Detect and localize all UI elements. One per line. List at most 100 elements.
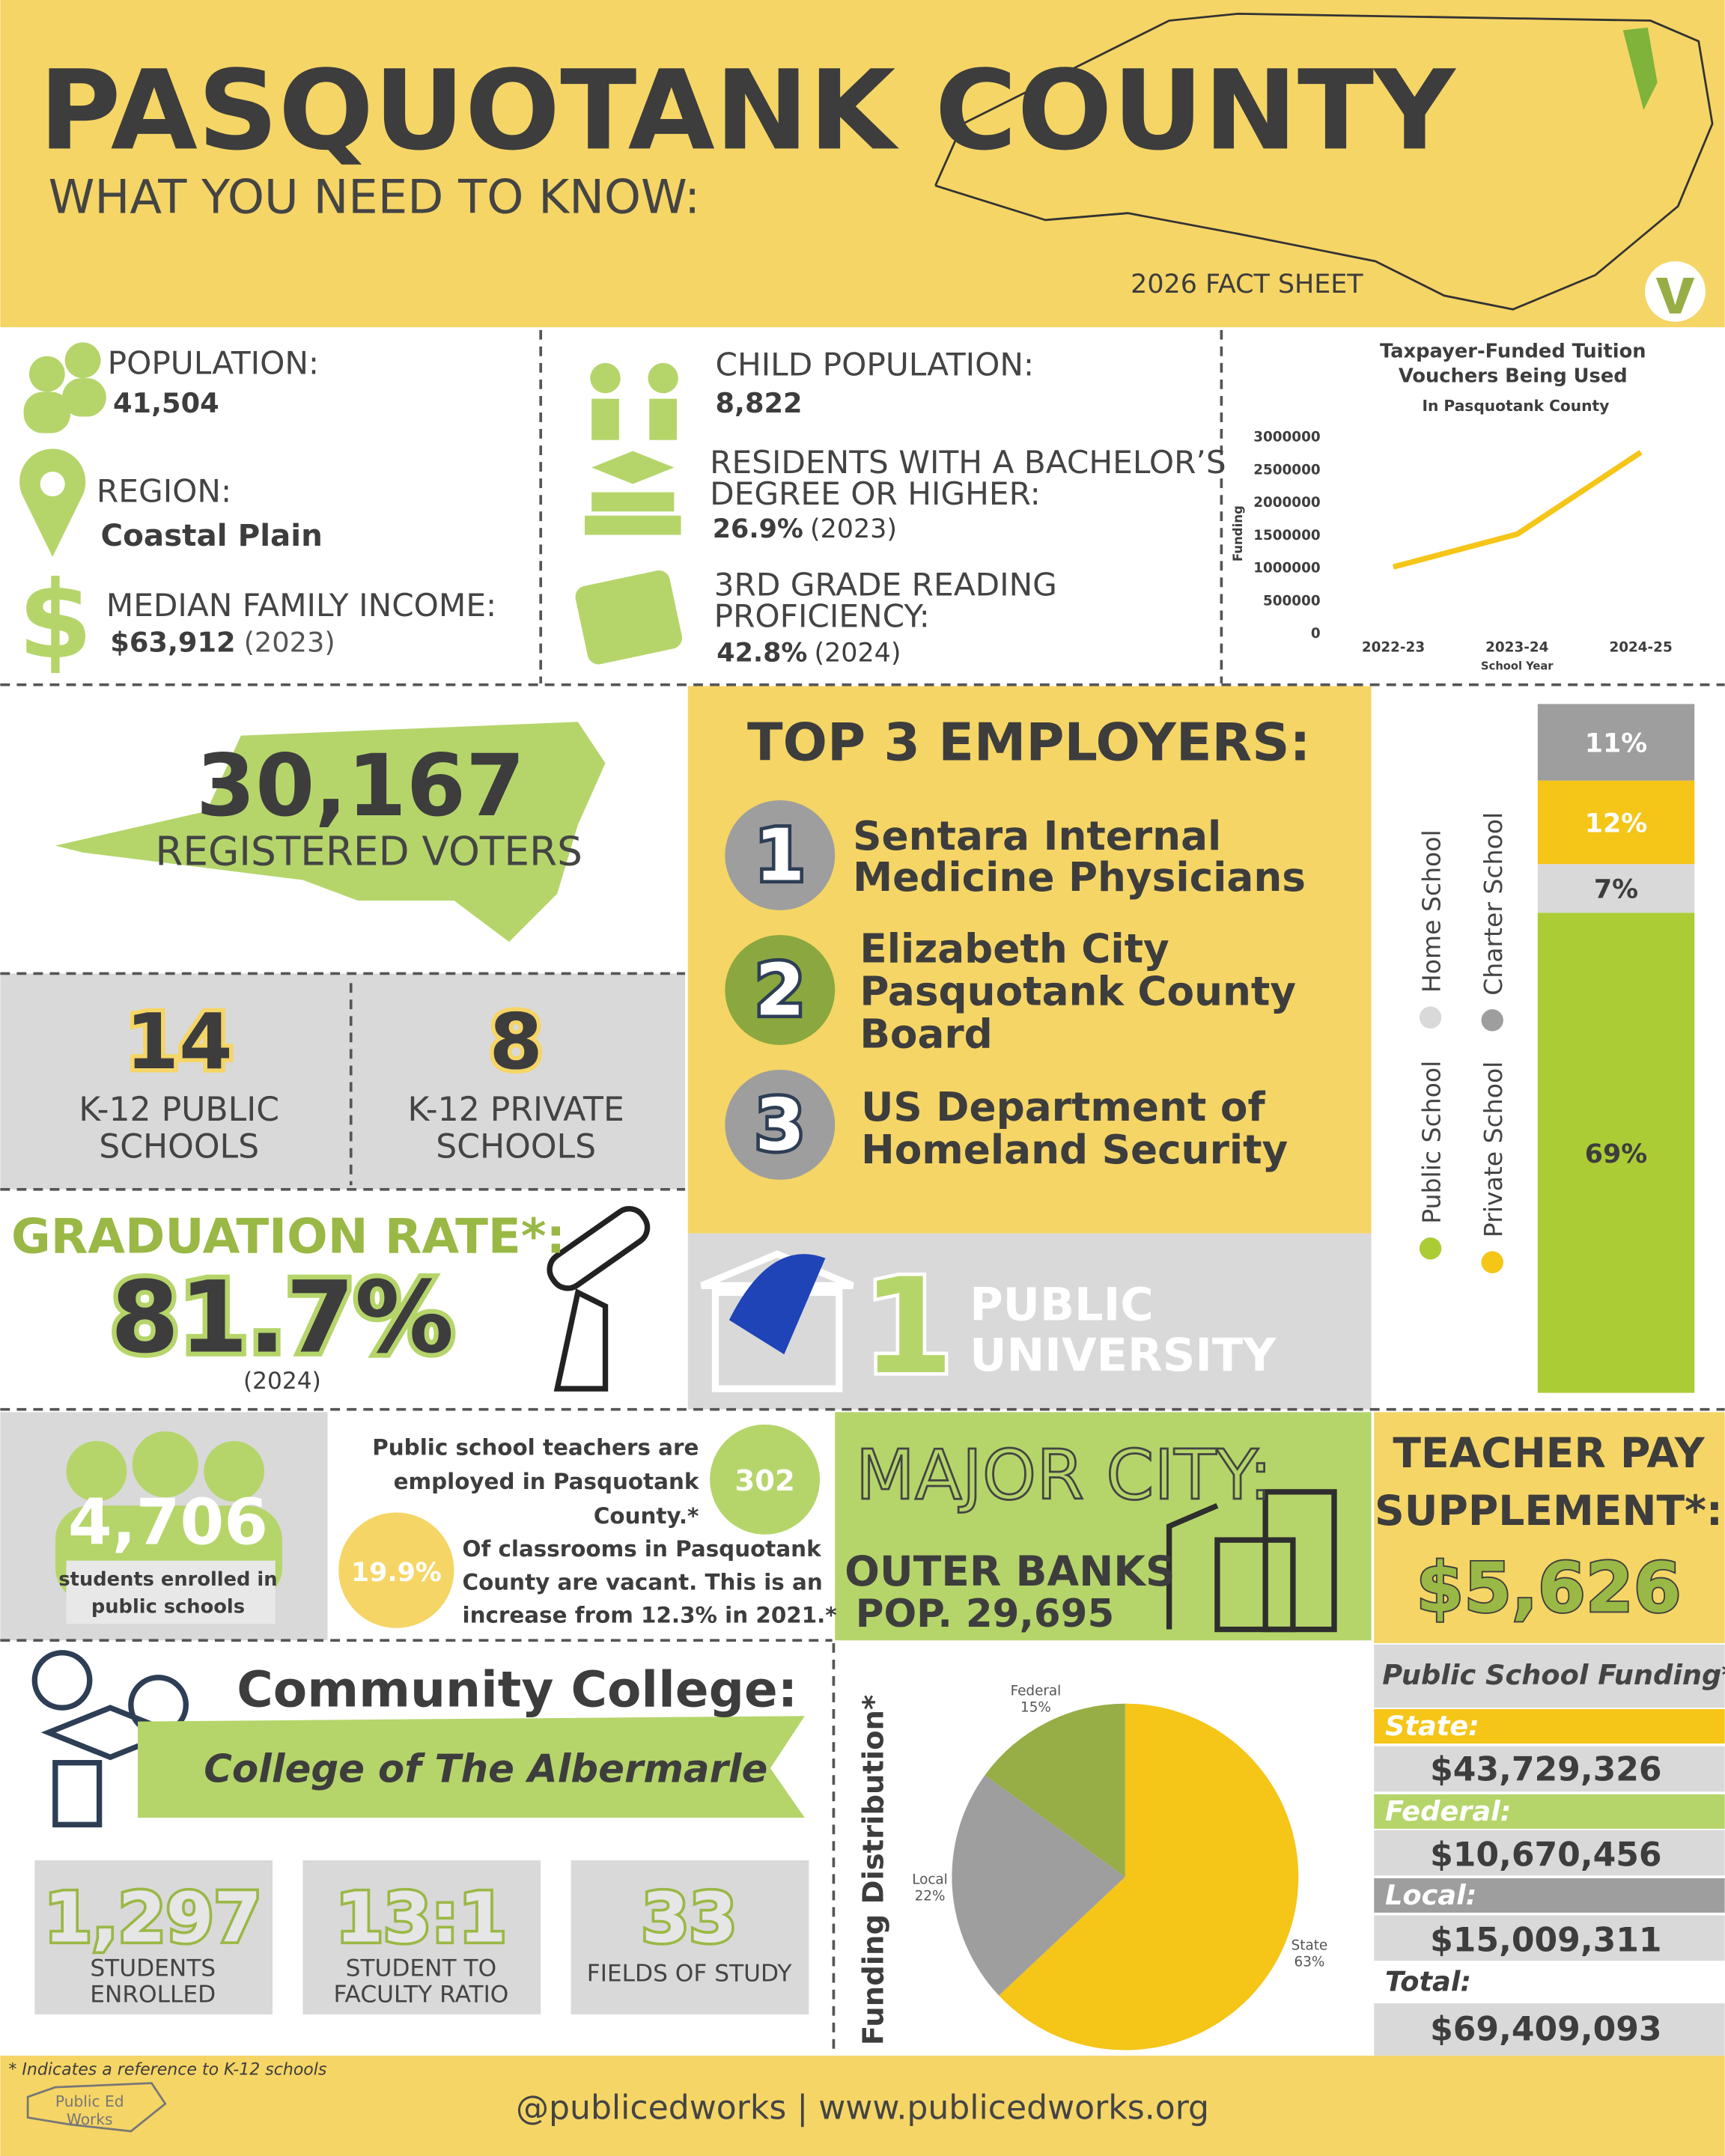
stat-value: 1,297 [44, 1878, 261, 1958]
stat-value: 14 [126, 998, 233, 1087]
legend-label: Private School [1479, 1062, 1508, 1237]
title: PASQUOTANK COUNTY [39, 46, 1456, 174]
city-title: MAJOR CITY: [856, 1435, 1273, 1515]
icon-people [62, 378, 106, 417]
fact-value: Coastal Plain [100, 517, 322, 553]
legend-label: Charter School [1479, 812, 1508, 996]
stat-value: 30,167 [196, 736, 525, 835]
university-label: PUBLIC [970, 1279, 1154, 1331]
icon-buildings [1166, 1489, 1337, 1633]
footer-logo-text: Works [67, 2110, 113, 2128]
employer-name: Homeland Security [861, 1127, 1288, 1173]
footer-links: @publicedworks | www.publicedworks.org [516, 2089, 1209, 2127]
icon-books [584, 515, 681, 535]
badge [338, 1512, 454, 1628]
stat-label: students enrolled in [58, 1568, 277, 1591]
city-population: POP. 29,695 [856, 1592, 1114, 1636]
stat-label: FIELDS OF STUDY [587, 1961, 793, 1988]
bar-segment [1537, 780, 1695, 865]
icon-child [591, 398, 619, 440]
fact-label: 3RD GRADE READING [714, 566, 1057, 603]
bar-segment [1537, 704, 1695, 781]
vacancy-text: County are vacant. This is an [463, 1569, 823, 1595]
fact-label: PROFICIENCY: [714, 598, 930, 635]
slice-label: Federal [1011, 1684, 1062, 1699]
y-tick-label: 1500000 [1253, 528, 1320, 543]
teacher-text: employed in Pasquotank [394, 1469, 700, 1494]
value-bg [1374, 2003, 1725, 2056]
icon-diploma [547, 1206, 651, 1392]
rank: 3 [755, 1083, 805, 1167]
fact-label: DEGREE OR HIGHER: [710, 475, 1041, 512]
city-bg [835, 1412, 1372, 1641]
y-tick-label: 2000000 [1253, 495, 1320, 511]
funding-label: Local: [1385, 1879, 1476, 1911]
icon-child [649, 398, 678, 440]
pie-slice [985, 1703, 1125, 1878]
icon-cap [591, 451, 675, 484]
chart-title: Taxpayer-Funded Tuition [1380, 341, 1646, 363]
fact-label: REGION: [97, 472, 231, 509]
x-tick-label: 2023-24 [1485, 640, 1548, 656]
footnote: * Indicates a reference to K-12 schools [8, 2061, 327, 2080]
funding-label: Total: [1385, 1966, 1471, 1998]
pay-title: TEACHER PAY [1393, 1429, 1705, 1477]
legend-label: Home School [1417, 829, 1446, 993]
stat-label: STUDENTS [90, 1955, 216, 1982]
county-highlight [1622, 27, 1658, 110]
fact-label: CHILD POPULATION: [715, 346, 1034, 383]
logo [1645, 261, 1706, 322]
funding-value: $43,729,326 [1430, 1751, 1662, 1789]
segment-label: 69% [1585, 1139, 1647, 1169]
segment-label: 11% [1585, 728, 1647, 758]
pie-slice [999, 1703, 1299, 2050]
stat-value: 8 [489, 998, 543, 1087]
university-count: 1 [862, 1249, 954, 1404]
segment-label: 7% [1594, 875, 1638, 905]
subtitle: WHAT YOU NEED TO KNOW: [49, 170, 701, 225]
slice-label: State [1292, 1937, 1328, 1953]
banner [138, 1716, 805, 1818]
fact-label: POPULATION: [108, 345, 320, 382]
stat-label: ENROLLED [90, 1981, 216, 2008]
legend-dot [1481, 1251, 1503, 1273]
icon-child [648, 362, 678, 394]
fact-value: $63,912 (2023) [110, 627, 335, 659]
footer-logo [26, 2082, 167, 2133]
funding-value: $10,670,456 [1430, 1836, 1662, 1874]
band-local [1374, 1878, 1725, 1913]
band-state [1374, 1709, 1725, 1744]
stat-box [571, 1860, 809, 2015]
vacancy-text: Of classrooms in Pasquotank [463, 1536, 823, 1562]
header-bg [0, 0, 1725, 328]
logo-mark [1655, 278, 1695, 314]
value: 42.8% [717, 638, 807, 668]
x-tick-label: 2024-25 [1609, 640, 1672, 656]
icon-child [590, 362, 621, 394]
label-bg [66, 1560, 276, 1624]
badge [710, 1424, 821, 1535]
employer-name: Pasquotank County [860, 969, 1296, 1015]
grad-year: (2024) [243, 1368, 321, 1395]
stat-value: 33 [642, 1878, 737, 1958]
stat-label: FACULTY RATIO [333, 1981, 508, 2008]
stat-label: SCHOOLS [99, 1128, 259, 1166]
band-federal [1374, 1794, 1725, 1829]
y-tick-label: 2500000 [1253, 462, 1320, 478]
stat-label: STUDENT TO [346, 1955, 497, 1982]
fact-value: 8,822 [715, 387, 802, 419]
badge-value: 19.9% [351, 1558, 442, 1588]
fact-label: RESIDENTS WITH A BACHELOR’S [710, 444, 1226, 481]
icon-pin [40, 472, 65, 497]
funding-value: $69,409,093 [1430, 2011, 1662, 2049]
rank-badge [725, 934, 836, 1045]
stat-label: REGISTERED VOTERS [155, 828, 582, 874]
stat-label: SCHOOLS [436, 1128, 596, 1166]
rank: 2 [755, 948, 805, 1032]
employer-name: Medicine Physicians [853, 854, 1306, 901]
vacancy-text: increase from 12.3% in 2021.* [463, 1602, 837, 1627]
value-bg [1374, 1915, 1725, 1961]
grad-label: GRADUATION RATE*: [11, 1208, 565, 1264]
